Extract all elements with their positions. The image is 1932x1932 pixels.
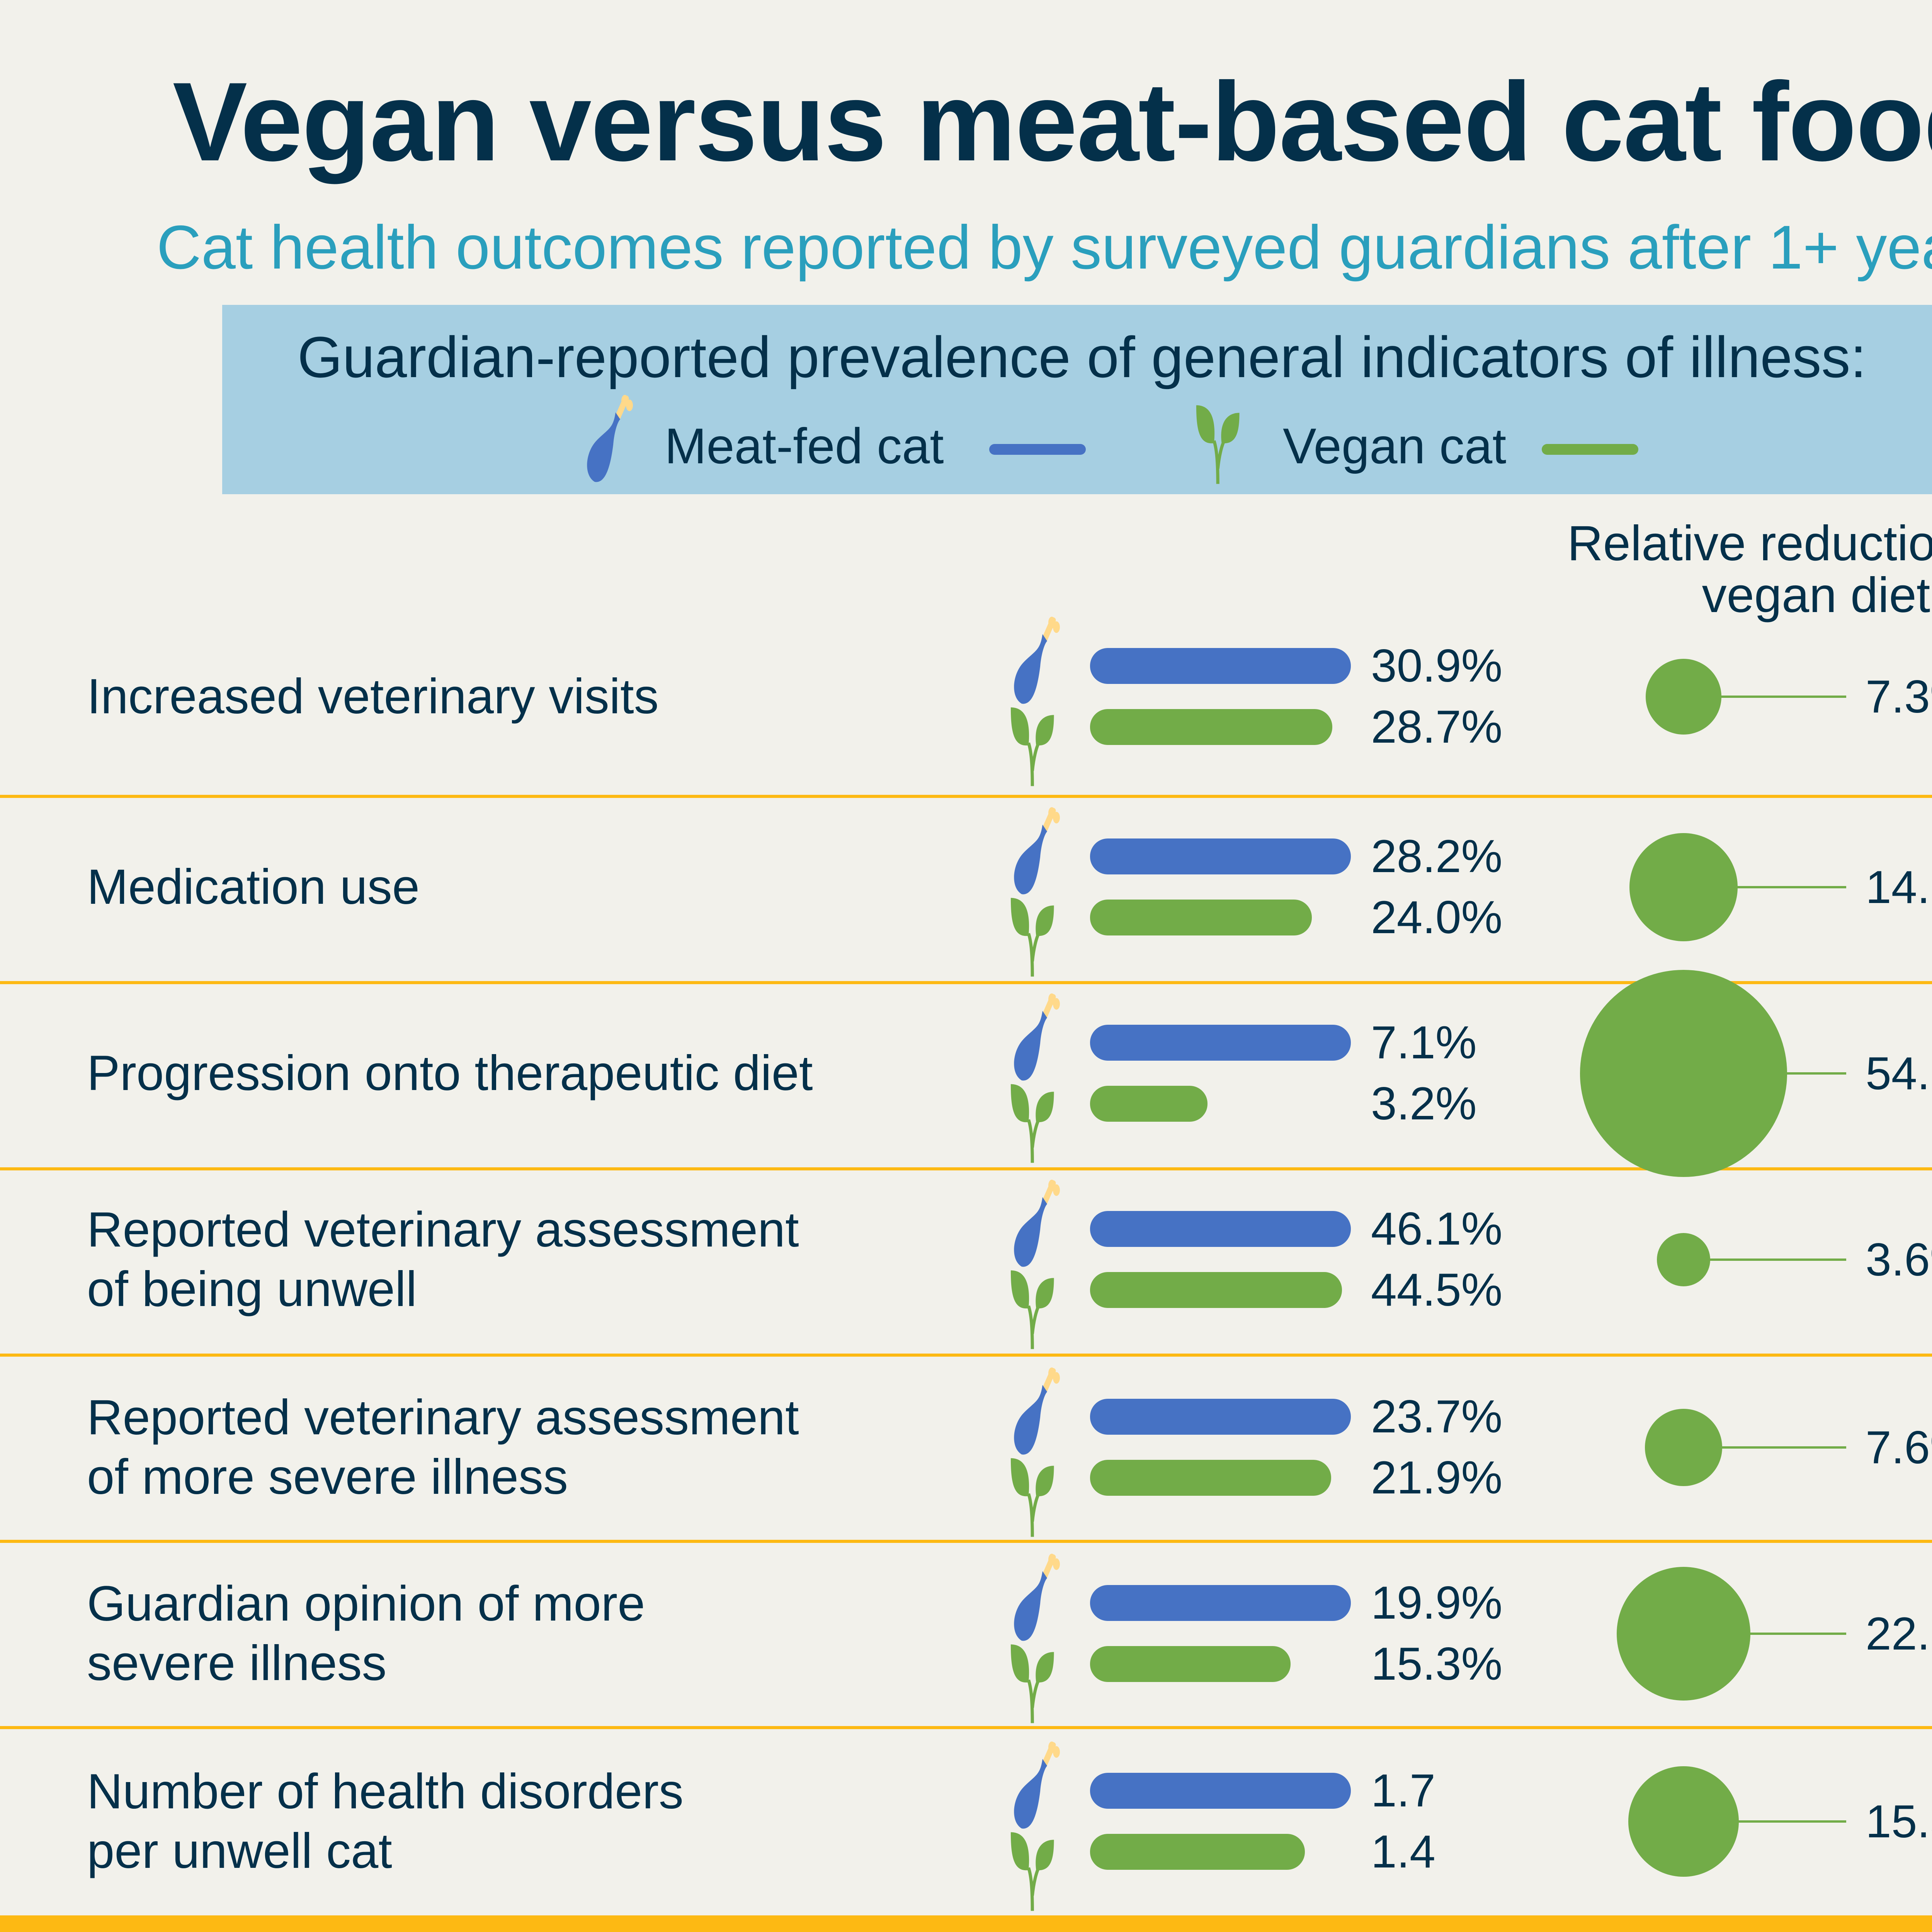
reduction-leader-line [1684,1446,1846,1449]
drumstick-icon [587,395,633,482]
row-separator [0,1726,1932,1729]
sprout-icon [1196,405,1240,484]
reduction-label: 22.8% [1866,1608,1932,1660]
bar-meat [1090,1399,1351,1435]
drumstick-icon [1001,1366,1070,1459]
reduction-bubble [1646,659,1721,735]
row-separator [0,795,1932,798]
reduction-bubble [1628,1766,1739,1877]
footer-panel: The prevalence of 22 of the most common … [0,1915,1932,1932]
row-label-line: of being unwell [87,1261,417,1317]
row-separator [0,1167,1932,1170]
bar-vegan [1090,1086,1208,1122]
bar-vegan [1090,900,1312,935]
bar-vegan [1090,1272,1342,1308]
row-label-line: severe illness [87,1635,387,1691]
reduction-label: 7.3% [1866,671,1932,723]
legend-swatch-meat [989,444,1086,455]
page-subtitle: Cat health outcomes reported by surveyed… [156,213,1932,282]
row-label-line: per unwell cat [87,1823,392,1879]
bar-label-meat: 19.9% [1371,1577,1503,1629]
bar-vegan [1090,1834,1305,1870]
legend-label-vegan: Vegan cat [1283,418,1507,474]
bar-vegan [1090,1646,1291,1682]
bar-label-meat: 30.9% [1371,640,1503,692]
page-title: Vegan versus meat-based cat food [172,59,1932,184]
sprout-icon [995,1451,1072,1539]
legend-label-meat: Meat-fed cat [665,418,944,474]
legend-heading: Guardian-reported prevalence of general … [297,325,1867,389]
bar-label-meat: 46.1% [1371,1203,1503,1255]
sprout-icon [995,890,1072,979]
bar-label-vegan: 15.3% [1371,1638,1503,1690]
bar-label-vegan: 24.0% [1371,891,1503,943]
bar-label-vegan: 28.7% [1371,701,1503,753]
reduction-bubble [1580,970,1787,1177]
reduction-bubble [1616,1566,1751,1701]
bar-meat [1090,1025,1351,1061]
row-separator [0,1540,1932,1543]
row-label-line: Progression onto therapeutic diet [87,1046,813,1101]
reduction-leader-line [1684,886,1846,888]
sprout-icon [995,1825,1072,1913]
row-label-line: Reported veterinary assessment [87,1202,799,1257]
bar-label-meat: 23.7% [1371,1391,1503,1442]
row-label-line: Medication use [87,859,420,915]
bar-vegan [1090,709,1332,745]
reduction-label: 14.9% [1866,861,1932,913]
bar-meat [1090,648,1351,684]
bar-meat [1090,1773,1351,1809]
bar-label-vegan: 3.2% [1371,1078,1477,1129]
sprout-icon [995,1637,1072,1726]
row-label: Number of health disorders per unwell cat [87,1762,684,1881]
sprout-icon [995,1077,1072,1165]
sprout-icon [995,700,1072,789]
sprout-icon [995,1263,1072,1352]
row-separator [0,1354,1932,1357]
drumstick-icon [1001,1740,1070,1833]
row-label-line: Number of health disorders [87,1764,684,1819]
reduction-leader-line [1684,1633,1846,1635]
drumstick-icon [1001,806,1070,899]
drumstick-icon [1001,992,1070,1085]
reduction-bubble [1657,1233,1710,1286]
relative-reduction-heading: Relative reduction with vegan diet [1567,516,1932,623]
row-label-line: of more severe illness [87,1449,568,1505]
row-separator [0,981,1932,984]
drumstick-icon [1001,616,1070,708]
row-label: Guardian opinion of more severe illness [87,1574,645,1693]
bar-label-vegan: 21.9% [1371,1452,1503,1503]
bar-label-vegan: 44.5% [1371,1264,1503,1316]
reduction-leader-line [1684,1820,1846,1823]
bar-vegan [1090,1460,1331,1496]
reduction-leader-line [1684,1259,1846,1261]
row-label: Reported veterinary assessment of more se… [87,1388,799,1507]
reduction-label: 15.5% [1866,1796,1932,1847]
row-label: Reported veterinary assessment of being u… [87,1200,799,1319]
row-label: Progression onto therapeutic diet [87,1044,813,1103]
drumstick-icon [1001,1553,1070,1645]
bar-meat [1090,1585,1351,1621]
reduction-label: 3.6% [1866,1234,1932,1286]
row-label-line: Increased veterinary visits [87,669,659,724]
bar-meat [1090,1211,1351,1247]
row-label: Medication use [87,857,420,917]
reduction-label: 54.7% [1866,1048,1932,1099]
bar-meat [1090,838,1351,874]
reduction-leader-line [1684,696,1846,698]
reduction-label: 7.6% [1866,1422,1932,1473]
row-label: Increased veterinary visits [87,667,659,726]
legend-box: Guardian-reported prevalence of general … [222,305,1932,494]
reduction-bubble [1629,833,1738,941]
row-label-line: Guardian opinion of more [87,1576,645,1631]
bar-label-vegan: 1.4 [1371,1826,1435,1878]
reduction-bubble [1645,1409,1722,1486]
bar-label-meat: 28.2% [1371,830,1503,882]
drumstick-icon [1001,1179,1070,1271]
row-label-line: Reported veterinary assessment [87,1390,799,1445]
legend-swatch-vegan [1542,444,1638,455]
bar-label-meat: 1.7 [1371,1765,1435,1816]
bar-label-meat: 7.1% [1371,1017,1477,1068]
